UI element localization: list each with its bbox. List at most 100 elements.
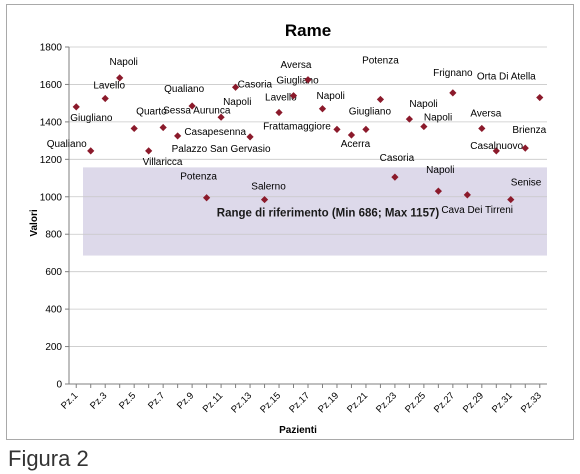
data-point-marker	[434, 187, 442, 195]
x-tick-label: Pz.33	[519, 390, 544, 415]
data-point-marker	[507, 195, 515, 204]
data-point-label: Palazzo San Gervasio	[172, 144, 271, 155]
data-point-marker	[174, 132, 182, 140]
data-point-marker	[304, 76, 312, 84]
data-point-marker	[159, 123, 167, 132]
y-tick-label: 1800	[40, 43, 63, 54]
x-tick-label: Pz.13	[229, 390, 254, 415]
x-tick-label: Pz.19	[316, 390, 341, 415]
data-point-label: Lavello	[93, 80, 125, 91]
data-point-label: Napoli	[316, 91, 344, 102]
y-tick-label: 1400	[40, 117, 63, 128]
data-point-marker	[478, 124, 486, 133]
y-tick-label: 600	[45, 267, 62, 278]
data-point-label: Frignano	[433, 68, 473, 79]
data-point-label: Aversa	[281, 60, 312, 71]
data-point-marker	[246, 133, 254, 141]
y-tick-label: 0	[56, 380, 62, 391]
data-point-marker	[87, 147, 95, 155]
data-point-label: Potenza	[362, 55, 399, 66]
data-point-label: Napoli	[424, 113, 452, 124]
data-point-label: Napoli	[426, 165, 454, 176]
y-axis-title: Valori	[29, 209, 40, 236]
data-point-marker	[188, 102, 196, 110]
data-point-label: Senise	[511, 178, 542, 189]
data-point-label: Salerno	[251, 182, 286, 193]
data-point-marker	[333, 125, 341, 133]
data-point-marker	[391, 173, 399, 181]
x-axis-title: Pazienti	[279, 425, 317, 436]
data-point-label: Casoria	[380, 153, 415, 164]
data-point-label: Casapesenna	[184, 127, 246, 138]
x-tick-label: Pz.3	[88, 390, 109, 411]
x-tick-label: Pz.5	[117, 390, 138, 411]
x-tick-label: Pz.21	[345, 390, 370, 415]
x-tick-label: Pz.31	[490, 390, 515, 415]
data-point-label: Cava Dei Tirreni	[441, 205, 513, 216]
data-point-marker	[405, 115, 413, 123]
data-point-label: Giugliano	[276, 76, 319, 87]
y-tick-label: 800	[45, 230, 62, 241]
data-point-label: Acerra	[341, 139, 371, 150]
x-tick-label: Pz.11	[201, 390, 225, 414]
y-tick-label: 400	[45, 305, 62, 316]
data-point-label: Qualiano	[164, 84, 204, 95]
chart-title: Rame	[285, 21, 331, 40]
data-point-label: Orta Di Atella	[477, 72, 536, 83]
data-point-label: Lavello	[265, 93, 297, 104]
data-point-label: Sessa Aurunca	[163, 106, 231, 117]
data-point-marker	[217, 113, 225, 121]
data-point-marker	[72, 103, 80, 111]
x-tick-label: Pz.1	[59, 390, 80, 411]
data-point-marker	[145, 147, 153, 155]
data-point-marker	[521, 144, 529, 152]
data-point-marker	[289, 92, 298, 100]
data-point-marker	[116, 74, 124, 82]
data-point-marker	[420, 122, 428, 131]
data-point-marker	[203, 194, 211, 202]
data-point-label: Potenza	[180, 172, 217, 183]
y-tick-label: 1000	[40, 192, 63, 203]
data-point-marker	[463, 191, 471, 199]
data-point-marker	[376, 95, 385, 104]
data-point-label: Quarto	[136, 106, 167, 117]
data-point-label: Villaricca	[143, 157, 183, 168]
y-tick-label: 200	[45, 342, 62, 353]
x-tick-label: Pz.29	[461, 390, 486, 415]
data-point-marker	[130, 124, 138, 133]
data-point-label: Aversa	[470, 108, 501, 119]
data-point-label: Brienza	[512, 125, 546, 136]
x-tick-label: Pz.7	[146, 390, 167, 411]
data-point-marker	[536, 93, 544, 102]
x-tick-label: Pz.27	[432, 390, 457, 415]
chart-frame: Rame Range di riferimento (Min 686; Max 1…	[6, 4, 574, 440]
data-point-marker	[362, 125, 370, 133]
data-point-marker	[318, 105, 327, 113]
data-point-marker	[347, 131, 356, 139]
x-tick-label: Pz.23	[374, 390, 399, 415]
data-point-marker	[101, 94, 109, 103]
data-point-label: Frattamaggiore	[263, 121, 331, 132]
reference-range-label: Range di riferimento (Min 686; Max 1157)	[217, 207, 440, 219]
data-point-label: Napoli	[409, 99, 437, 110]
figure-caption: Figura 2	[8, 446, 89, 471]
data-point-label: Casalnuovo	[470, 141, 523, 152]
data-point-label: Napoli	[223, 97, 251, 108]
data-point-marker	[492, 147, 500, 155]
data-point-label: Casoria	[238, 79, 273, 90]
x-tick-label: Pz.25	[403, 390, 428, 415]
data-point-label: Giugliano	[349, 106, 392, 117]
data-point-marker	[275, 108, 283, 117]
data-point-marker	[449, 89, 457, 97]
x-tick-label: Pz.17	[287, 390, 312, 415]
data-point-label: Giugliano	[70, 113, 113, 124]
y-tick-label: 1200	[40, 155, 63, 166]
data-point-marker	[231, 83, 240, 91]
scatter-chart: Rame Range di riferimento (Min 686; Max 1…	[29, 21, 547, 436]
data-point-label: Qualiano	[47, 139, 87, 150]
y-tick-label: 1600	[40, 80, 63, 91]
data-point-label: Napoli	[110, 57, 138, 68]
x-tick-label: Pz.15	[258, 390, 283, 415]
reference-range-band	[83, 167, 547, 256]
x-tick-label: Pz.9	[175, 390, 196, 411]
